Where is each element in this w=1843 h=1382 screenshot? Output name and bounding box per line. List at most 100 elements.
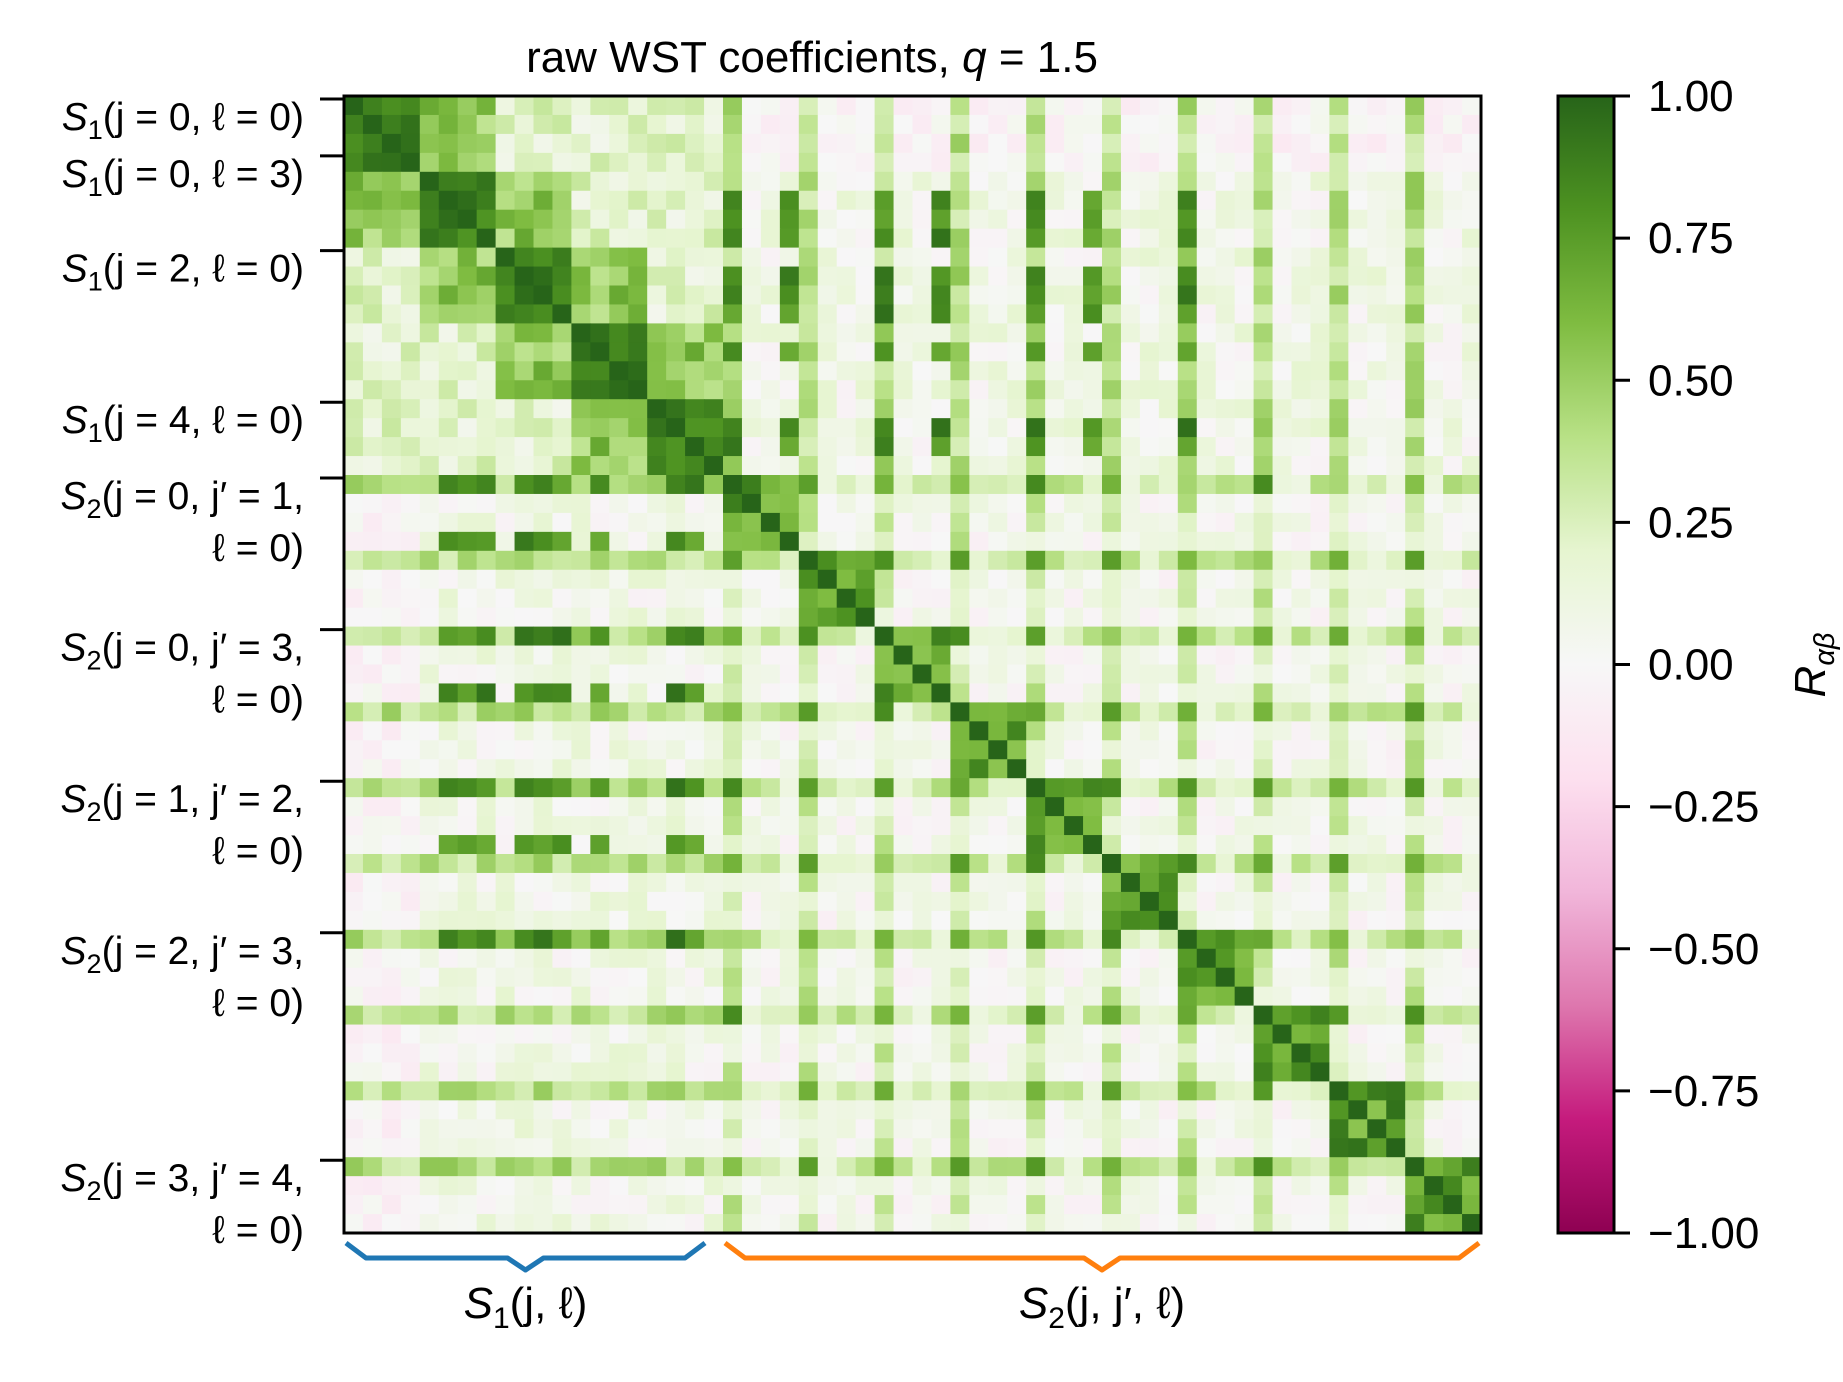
heatmap-cell <box>855 645 876 665</box>
heatmap-cell <box>362 380 383 400</box>
heatmap-cell <box>571 986 591 1007</box>
heatmap-cell <box>400 929 421 950</box>
heatmap-cell <box>552 1062 572 1082</box>
heatmap-cell <box>1386 891 1406 912</box>
heatmap-cell <box>1026 664 1046 684</box>
heatmap-cell <box>1158 323 1179 343</box>
heatmap-cell <box>344 304 364 324</box>
heatmap-cell <box>1083 797 1103 817</box>
heatmap-cell <box>1007 418 1027 438</box>
heatmap-cell <box>1139 759 1160 779</box>
heatmap-cell <box>1234 910 1255 931</box>
heatmap-cell <box>779 266 800 286</box>
heatmap-cell <box>1120 816 1141 836</box>
heatmap-cell <box>1007 247 1027 268</box>
heatmap-cell <box>723 493 743 514</box>
heatmap-cell <box>666 285 686 305</box>
heatmap-cell <box>419 929 440 950</box>
heatmap-cell <box>1462 1062 1482 1082</box>
heatmap-cell <box>741 493 762 514</box>
heatmap-cell <box>344 759 364 779</box>
heatmap-cell <box>438 645 459 665</box>
heatmap-cell <box>760 929 781 950</box>
heatmap-cell <box>571 797 591 817</box>
heatmap-cell <box>950 1081 970 1101</box>
heatmap-cell <box>1177 929 1198 950</box>
heatmap-cell <box>628 247 648 268</box>
heatmap-cell <box>950 569 970 590</box>
heatmap-cell <box>1424 721 1444 741</box>
heatmap-cell <box>836 797 857 817</box>
heatmap-cell <box>1367 285 1387 305</box>
heatmap-cell <box>685 835 705 855</box>
heatmap-cell <box>760 872 781 893</box>
heatmap-cell <box>1386 854 1406 874</box>
heatmap-cell <box>798 304 819 324</box>
heatmap-cell <box>1291 1214 1311 1234</box>
heatmap-cell <box>1310 1157 1330 1177</box>
heatmap-cell <box>1329 872 1349 893</box>
heatmap-cell <box>1026 702 1046 722</box>
heatmap-cell <box>1367 664 1387 684</box>
heatmap-cell <box>419 645 440 665</box>
heatmap-cell <box>855 96 876 116</box>
heatmap-cell <box>1443 493 1463 514</box>
heatmap-cell <box>1177 512 1198 533</box>
heatmap-cell <box>836 493 857 514</box>
heatmap-cell <box>1177 664 1198 684</box>
heatmap-cell <box>1272 664 1292 684</box>
heatmap-cell <box>1177 891 1198 912</box>
heatmap-cell <box>628 342 648 362</box>
heatmap-cell <box>666 437 686 457</box>
heatmap-cell <box>476 418 497 438</box>
heatmap-cell <box>533 910 553 931</box>
heatmap-cell <box>1102 266 1122 286</box>
heatmap-cell <box>400 209 421 230</box>
heatmap-cell <box>874 967 895 988</box>
heatmap-cell <box>1102 1214 1122 1234</box>
heatmap-cell <box>685 664 705 684</box>
heatmap-cell <box>1329 607 1349 628</box>
heatmap-cell <box>1045 266 1065 286</box>
heatmap-cell <box>514 759 534 779</box>
heatmap-cell <box>1329 1100 1349 1120</box>
heatmap-cell <box>362 778 383 798</box>
heatmap-cell <box>1045 323 1065 343</box>
heatmap-cell <box>969 1214 989 1234</box>
heatmap-cell <box>817 380 838 400</box>
heatmap-cell <box>1253 323 1274 343</box>
heatmap-cell <box>628 1100 648 1120</box>
heatmap-cell <box>647 854 667 874</box>
heatmap-cell <box>912 531 932 552</box>
heatmap-cell <box>533 778 553 798</box>
heatmap-cell <box>874 323 895 343</box>
heatmap-cell <box>666 380 686 400</box>
heatmap-cell <box>590 816 610 836</box>
heatmap-cell <box>1177 1195 1198 1215</box>
heatmap-cell <box>779 891 800 912</box>
heatmap-cell <box>685 569 705 590</box>
heatmap-cell <box>344 456 364 476</box>
heatmap-cell <box>1462 683 1482 703</box>
heatmap-cell <box>1310 228 1330 249</box>
heatmap-cell <box>855 967 876 988</box>
heatmap-cell <box>647 702 667 722</box>
heatmap-cell <box>874 380 895 400</box>
heatmap-cell <box>912 1119 932 1139</box>
heatmap-cell <box>969 1176 989 1196</box>
heatmap-cell <box>1215 247 1236 268</box>
heatmap-cell <box>1443 835 1463 855</box>
heatmap-cell <box>438 304 459 324</box>
heatmap-cell <box>1329 304 1349 324</box>
heatmap-cell <box>1310 759 1330 779</box>
heatmap-cell <box>874 683 895 703</box>
heatmap-cell <box>817 891 838 912</box>
heatmap-cell <box>723 891 743 912</box>
heatmap-cell <box>476 209 497 230</box>
heatmap-cell <box>647 835 667 855</box>
heatmap-cell <box>1348 1100 1368 1120</box>
heatmap-cell <box>1443 626 1463 647</box>
heatmap-cell <box>704 910 724 931</box>
heatmap-cell <box>1234 588 1255 609</box>
heatmap-cell <box>344 190 364 211</box>
